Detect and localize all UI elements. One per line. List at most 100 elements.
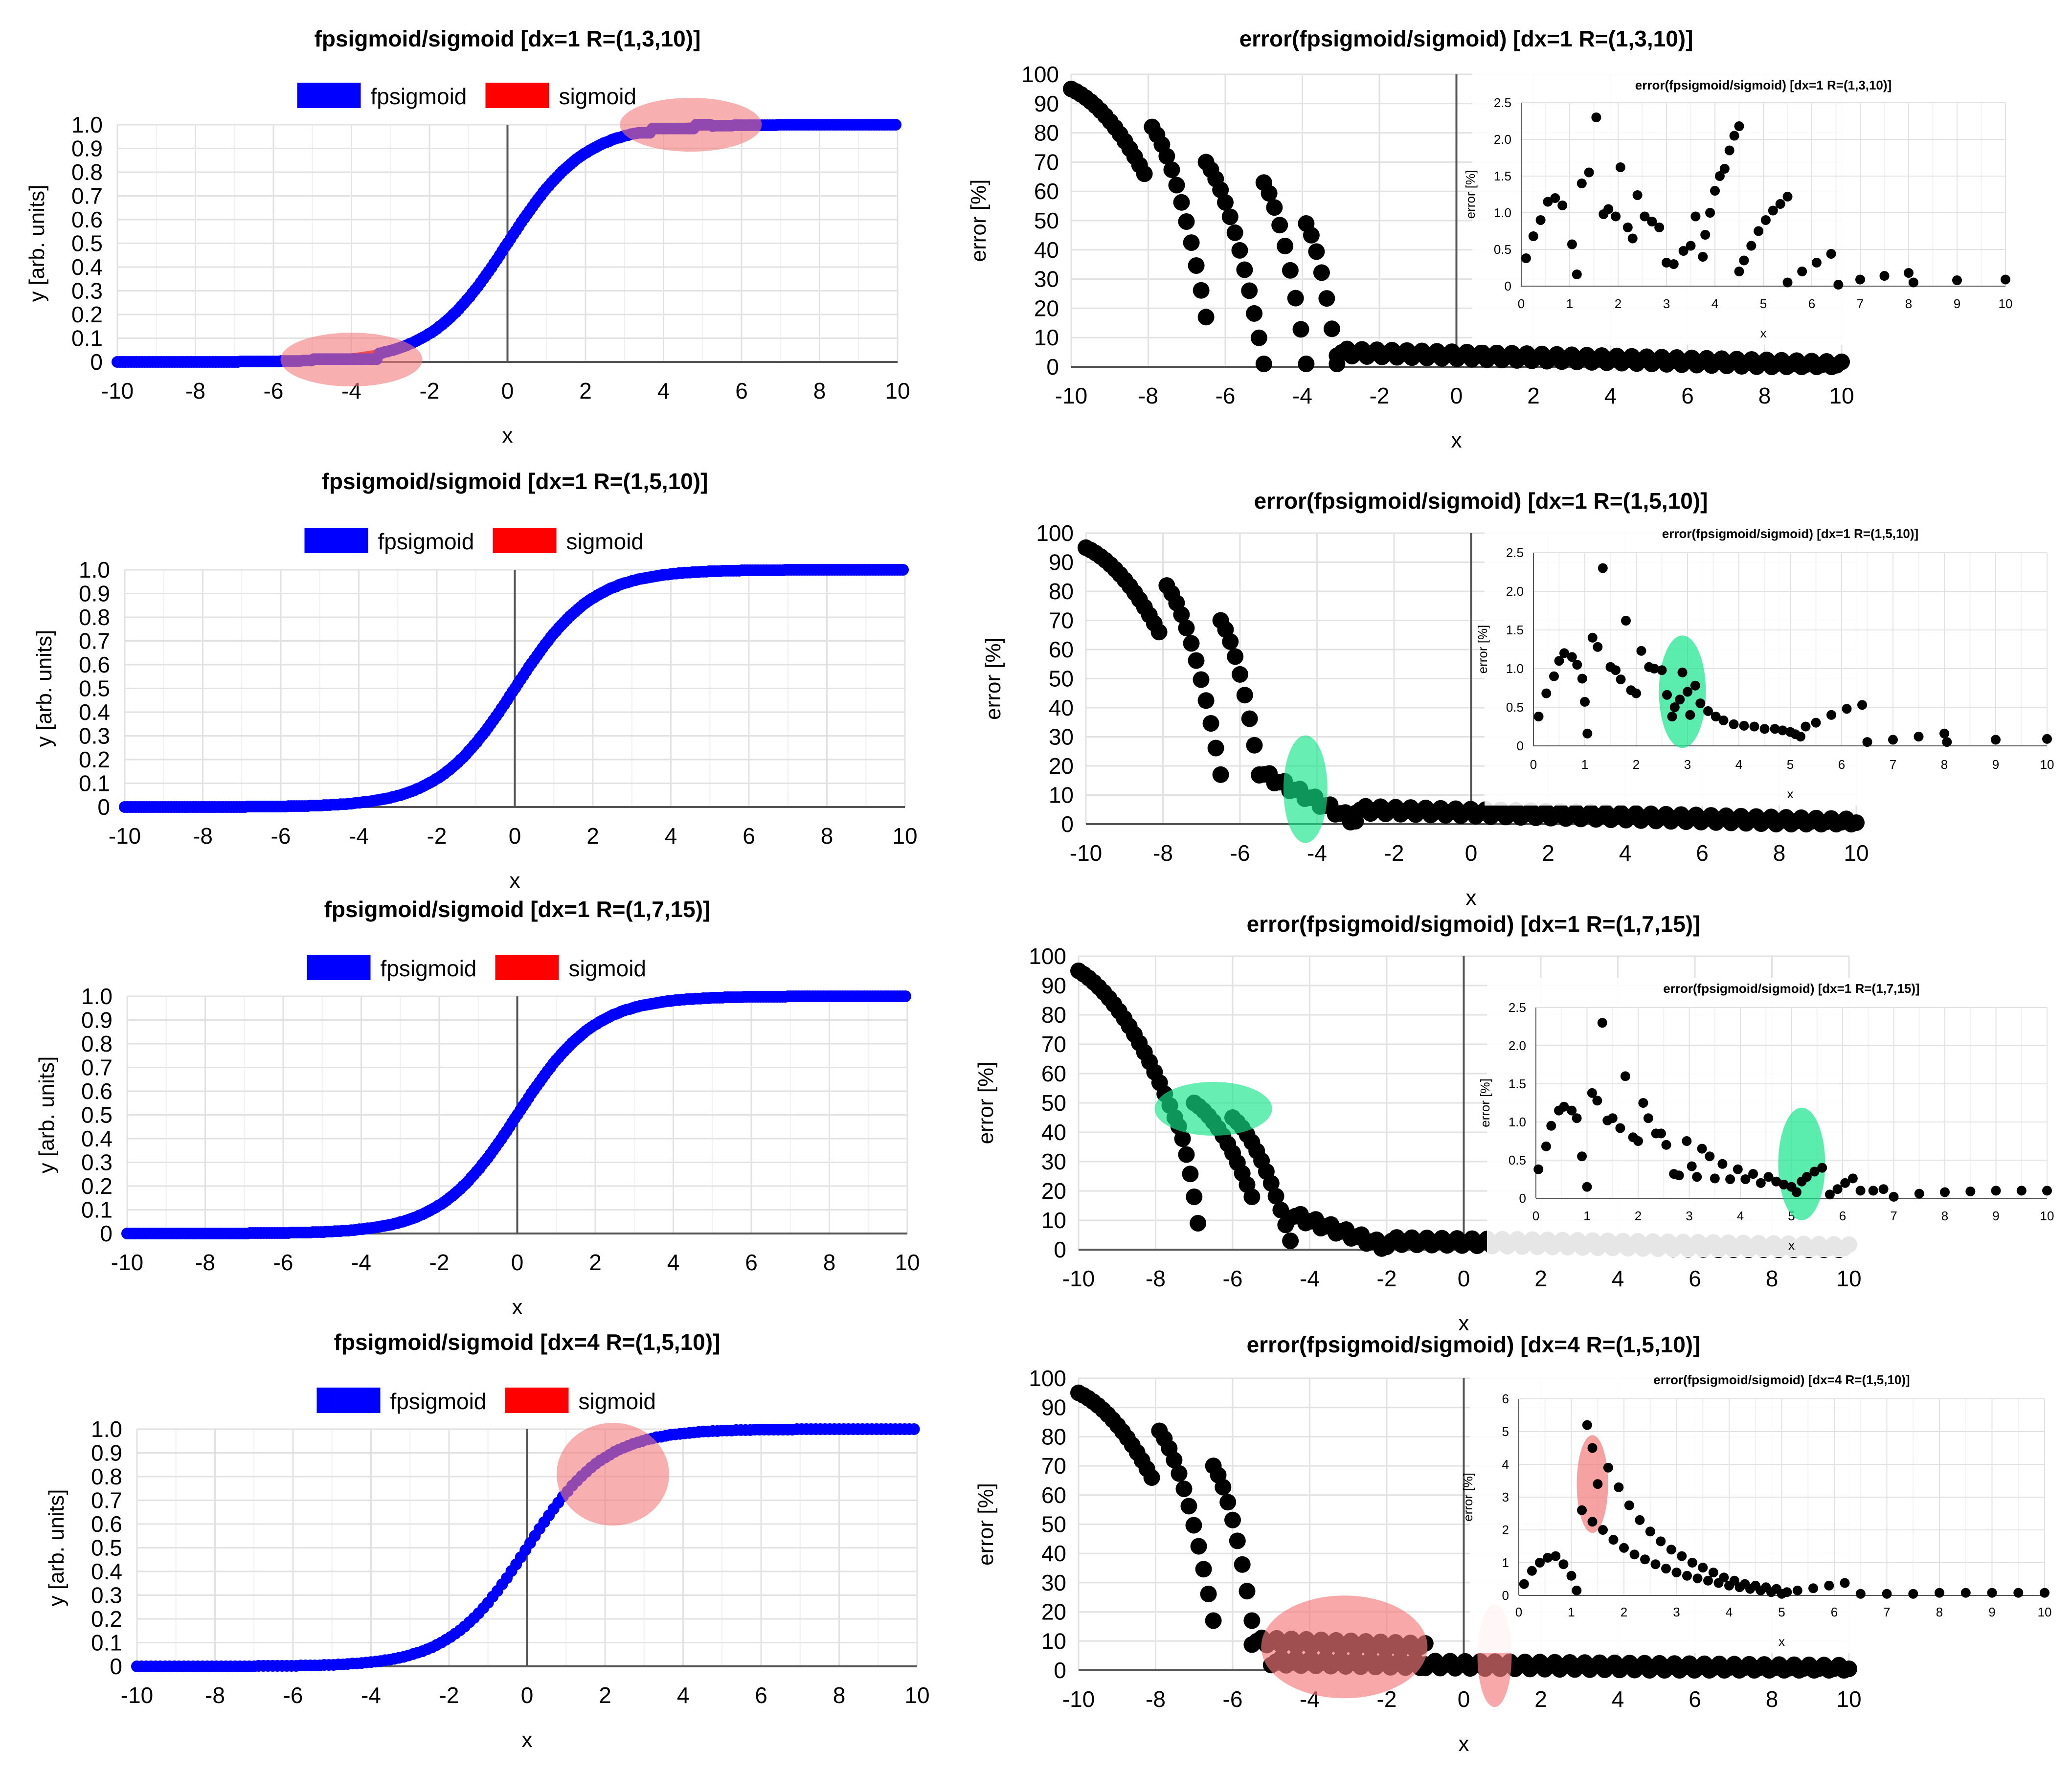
inset-error-point <box>1960 1588 1971 1598</box>
inset-error-point <box>1782 277 1793 288</box>
inset-error-point <box>1833 280 1844 290</box>
inset-error-point <box>1603 1462 1613 1473</box>
x-tick-label: 8 <box>813 378 826 404</box>
x-tick-label: -8 <box>185 378 205 404</box>
legend-label-fpsigmoid: fpsigmoid <box>381 956 477 981</box>
y-tick-label: 0.3 <box>79 723 110 749</box>
inset-error-point <box>1855 274 1865 285</box>
inset-error-point <box>1527 1566 1537 1576</box>
error-point <box>1190 1215 1207 1232</box>
error-point <box>1261 185 1278 202</box>
inset-y-tick: 4 <box>1502 1457 1509 1472</box>
inset-error-point <box>1608 1535 1619 1545</box>
inset-error-point <box>2013 1588 2024 1598</box>
error-point <box>1271 217 1288 234</box>
y-axis-label: y [arb. units] <box>35 1056 59 1174</box>
inset-x-tick: 10 <box>1999 296 2013 311</box>
error-point <box>1173 606 1190 623</box>
inset-error-point <box>1615 1123 1625 1133</box>
x-tick-label: 8 <box>1758 383 1771 408</box>
x-tick-label: 10 <box>885 378 910 404</box>
error-point <box>1193 282 1210 299</box>
error-point <box>1175 1480 1193 1498</box>
y-tick-label: 30 <box>1041 1570 1066 1595</box>
inset-y-tick: 0.5 <box>1506 700 1524 715</box>
inset-error-point <box>1554 656 1564 666</box>
y-tick-label: 0.5 <box>91 1535 122 1561</box>
inset-error-point <box>1782 192 1793 202</box>
inset-error-point <box>1587 1443 1598 1453</box>
inset-error-point <box>1541 1141 1551 1151</box>
inset-highlight-green <box>1778 1107 1825 1220</box>
y-tick-label: 0.7 <box>91 1488 122 1513</box>
error-point <box>1163 161 1180 178</box>
error-point <box>1303 226 1320 244</box>
y-tick-label: 0.3 <box>71 278 103 304</box>
inset-error-point <box>1698 252 1708 262</box>
x-axis-label: x <box>1459 1311 1469 1335</box>
inset-background <box>1470 1369 2049 1653</box>
error-point <box>1168 177 1185 194</box>
x-tick-label: -4 <box>1292 383 1312 408</box>
y-tick-label: 10 <box>1034 325 1059 350</box>
x-tick-label: -2 <box>1370 383 1390 408</box>
x-tick-label: 4 <box>1612 1686 1624 1712</box>
inset-error-point <box>2016 1186 2027 1196</box>
x-tick-label: -2 <box>1377 1266 1397 1291</box>
inset-x-tick: 3 <box>1684 757 1691 772</box>
y-tick-label: 30 <box>1034 267 1059 292</box>
inset-error-point <box>1614 1482 1624 1492</box>
inset-x-tick: 1 <box>1566 296 1573 311</box>
y-tick-label: 0.1 <box>91 1630 122 1656</box>
inset-error-point <box>1549 671 1559 681</box>
x-tick-label: 0 <box>1458 1266 1470 1291</box>
inset-error-point <box>1802 1172 1812 1182</box>
error-point <box>1207 740 1224 757</box>
inset-x-tick: 5 <box>1778 1605 1785 1619</box>
x-tick-label: 0 <box>521 1682 534 1708</box>
inset-x-tick: 3 <box>1686 1209 1692 1223</box>
x-tick-label: 8 <box>1766 1266 1779 1291</box>
inset-x-tick: 9 <box>1992 757 1999 772</box>
x-tick-label: 8 <box>833 1682 846 1708</box>
error-point <box>1178 213 1195 230</box>
inset-error-point <box>1661 1140 1671 1150</box>
inset-error-point <box>1700 230 1711 240</box>
inset-chart: error(fpsigmoid/sigmoid) [dx=1 R=(1,5,10… <box>1475 523 2054 806</box>
error-point <box>1197 309 1215 326</box>
inset-error-point <box>1729 131 1739 141</box>
inset-error-point <box>1888 735 1898 745</box>
x-tick-label: -8 <box>193 823 213 849</box>
y-axis-label: y [arb. units] <box>32 630 56 747</box>
inset-error-point <box>1750 1580 1760 1591</box>
y-tick-label: 0.5 <box>79 676 110 701</box>
inset-x-tick: 6 <box>1808 296 1815 311</box>
inset-x-tick: 1 <box>1568 1605 1575 1619</box>
inset-x-tick: 6 <box>1838 757 1845 772</box>
inset-error-point <box>1759 724 1770 734</box>
x-tick-label: 2 <box>1534 1686 1547 1712</box>
x-tick-label: 0 <box>501 378 514 404</box>
legend-swatch-fpsigmoid <box>297 83 361 108</box>
inset-error-point <box>1991 1186 2001 1196</box>
inset-error-point <box>1690 680 1700 691</box>
inset-error-point <box>1657 665 1667 675</box>
legend-swatch-fpsigmoid <box>316 1388 381 1413</box>
y-tick-label: 60 <box>1041 1482 1066 1508</box>
inset-error-point <box>1857 700 1867 710</box>
inset-error-point <box>1519 1579 1529 1589</box>
error-point <box>1246 737 1263 754</box>
inset-error-point <box>1667 712 1677 721</box>
x-tick-label: -4 <box>361 1682 381 1708</box>
inset-error-point <box>1826 710 1836 720</box>
highlight-ellipse-red <box>1261 1595 1428 1699</box>
inset-x-tick: 0 <box>1515 1605 1522 1619</box>
y-tick-label: 70 <box>1049 608 1074 633</box>
inset-error-point <box>1734 267 1744 276</box>
chart-title: error(fpsigmoid/sigmoid) [dx=1 R=(1,7,15… <box>1247 911 1701 937</box>
x-axis-label: x <box>502 424 513 448</box>
x-tick-label: 6 <box>1681 383 1694 408</box>
legend-swatch-fpsigmoid <box>307 955 371 980</box>
error-point <box>1217 194 1234 211</box>
error-panel-4: error(fpsigmoid/sigmoid) [dx=4 R=(1,5,10… <box>974 1332 2051 1756</box>
